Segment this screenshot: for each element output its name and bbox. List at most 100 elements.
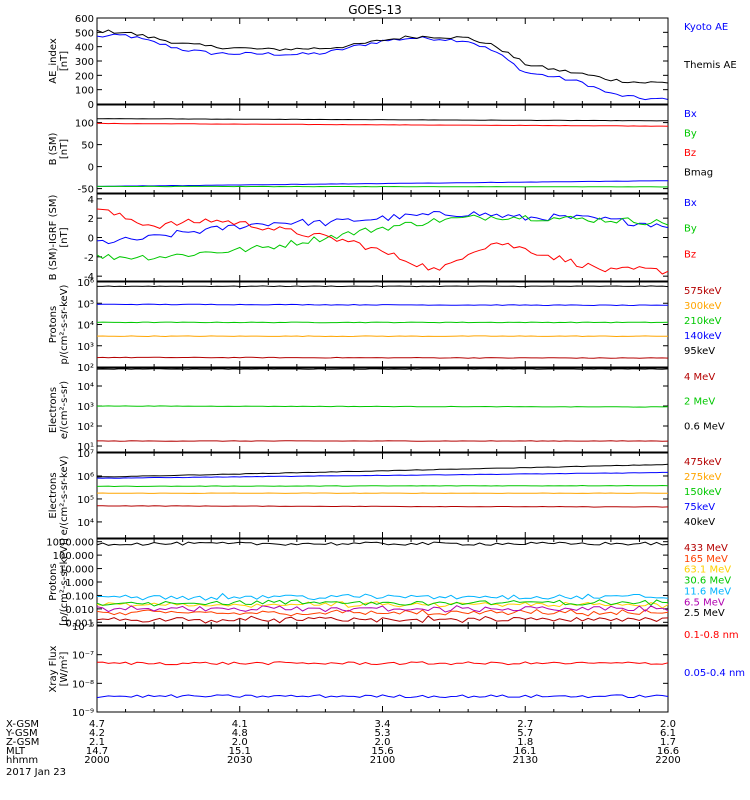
row-label: hhmm [6, 755, 38, 766]
y-tick-label: 0.010 [65, 605, 94, 616]
legend-bx: Bx [684, 109, 697, 120]
series-6-5-mev [96, 605, 669, 613]
legend-bx: Bx [684, 198, 697, 209]
legend-300kev: 300keV [684, 301, 722, 312]
y-tick-label: 1000.000 [46, 538, 94, 549]
y-tick-label: 0.001 [65, 618, 94, 629]
y-tick-label: 10⁴ [77, 518, 94, 529]
series-210kev [96, 321, 669, 324]
y-axis-label: Xray Flux [48, 645, 59, 692]
series-433-mev [96, 615, 669, 624]
row-label: X-GSM [6, 719, 39, 730]
series-40kev [96, 463, 669, 478]
panel-xray: 10⁻⁹ 10⁻⁸ 10⁻⁷ 10⁻⁶ Xray Flux [W/m²] 0.1-0.8 n… [48, 622, 745, 719]
chart-title: GOES-13 [348, 3, 402, 17]
legend-210kev: 210keV [684, 316, 722, 327]
table-cell: 2000 [84, 755, 109, 766]
y-tick-label: 10.000 [59, 565, 94, 576]
legend-2-mev: 2 MeV [684, 397, 715, 408]
y-tick-label: 300 [75, 57, 94, 68]
legend-475kev: 475keV [684, 457, 722, 468]
legend-150kev: 150keV [684, 487, 722, 498]
table-cell: 15.6 [371, 746, 393, 757]
y-tick-label: 500 [75, 28, 94, 39]
y-axis-label: Electrons [48, 387, 59, 433]
legend-275kev: 275keV [684, 472, 722, 483]
y-tick-label: 10³ [77, 342, 94, 353]
table-cell: 2200 [655, 755, 680, 766]
y-tick-label: 400 [75, 43, 94, 54]
y-tick-label: 600 [75, 14, 94, 25]
table-cell: 4.1 [232, 719, 248, 730]
legend-575kev: 575keV [684, 286, 722, 297]
panel-frame [96, 367, 669, 453]
series-2-mev [97, 405, 669, 408]
table-cell: 1.8 [517, 737, 533, 748]
date-label: 2017 Jan 23 [6, 767, 66, 778]
y-tick-label: 0 [88, 100, 94, 111]
y-tick-label: 0 [88, 234, 94, 245]
series-150kev [96, 484, 669, 488]
table-cell: 4.2 [89, 728, 105, 739]
legend-bz: Bz [684, 148, 696, 159]
y-tick-label: -4 [84, 272, 94, 283]
series-475kev [96, 505, 669, 508]
y-tick-label: 10³ [77, 402, 94, 413]
y-tick-label: 100.000 [53, 551, 94, 562]
legend-2-5-mev: 2.5 MeV [684, 608, 725, 619]
y-tick-label: 10² [77, 363, 94, 374]
legend-40kev: 40keV [684, 517, 715, 528]
y-tick-label: 100 [75, 119, 94, 130]
legend-0-1-0-8-nm: 0.1-0.8 nm [684, 630, 739, 641]
panel-protons: 10² 10³ 10⁴ 10⁵ 10⁶ Protons p/(cm²-s-sr-keV) 57… [48, 278, 722, 374]
series-11-6-mev [97, 592, 669, 601]
table-cell: 14.7 [86, 746, 108, 757]
table-cell: 2030 [227, 755, 252, 766]
series-140kev [96, 303, 668, 307]
y-tick-label: 100 [75, 86, 94, 97]
table-cell: 5.7 [517, 728, 533, 739]
table-cell: 2.0 [660, 719, 676, 730]
table-cell: 3.4 [375, 719, 391, 730]
series-575kev [96, 356, 669, 359]
y-tick-label: 1.000 [65, 578, 94, 589]
legend-433-mev: 433 MeV [684, 543, 728, 554]
series-165-mev [96, 609, 669, 617]
y-axis-label: [p/(cm²-s-sr-keV)] [59, 538, 70, 626]
legend-by: By [684, 129, 697, 140]
series-by [97, 185, 669, 188]
series-0-1-0-8-nm [96, 661, 669, 666]
y-tick-label: 0 [88, 163, 94, 174]
y-axis-label: e/(cm²-s-sr-keV) [59, 456, 70, 536]
y-axis-label: B (SM)-IGRF (SM) [48, 195, 59, 281]
y-axis-label: Protons [48, 306, 59, 343]
legend-140kev: 140keV [684, 331, 722, 342]
legend-165-mev: 165 MeV [684, 554, 728, 565]
y-tick-label: 10⁶ [77, 278, 94, 289]
legend-6-5-mev: 6.5 MeV [684, 597, 725, 608]
table-cell: 2130 [513, 755, 538, 766]
y-tick-label: 4 [88, 195, 94, 206]
panel-electrons1: 10¹ 10² 10³ 10⁴ Electrons e/(cm²-s-sr) 4 MeV 2 … [48, 367, 725, 453]
legend-by: By [684, 224, 697, 235]
series-30-6-mev [96, 599, 669, 607]
table-cell: 2100 [370, 755, 395, 766]
series-300kev [96, 335, 669, 338]
y-tick-label: 200 [75, 71, 94, 82]
y-tick-label: -2 [84, 253, 94, 264]
series-bmag [97, 118, 669, 122]
panel-frame [96, 104, 669, 194]
table-cell: 4.7 [89, 719, 105, 730]
y-tick-label: 10¹ [77, 442, 94, 453]
table-cell: 6.1 [660, 728, 676, 739]
y-tick-label: 0.100 [65, 591, 94, 602]
y-tick-label: 10⁻⁶ [72, 622, 94, 633]
series-themis-ae [96, 29, 669, 84]
y-axis-label: B (SM) [48, 132, 59, 165]
y-tick-label: 10⁴ [77, 321, 94, 332]
legend-0-05-0-4-nm: 0.05-0.4 nm [684, 668, 745, 679]
legend-kyoto-ae: Kyoto AE [684, 22, 728, 33]
panel-frame [96, 625, 669, 713]
